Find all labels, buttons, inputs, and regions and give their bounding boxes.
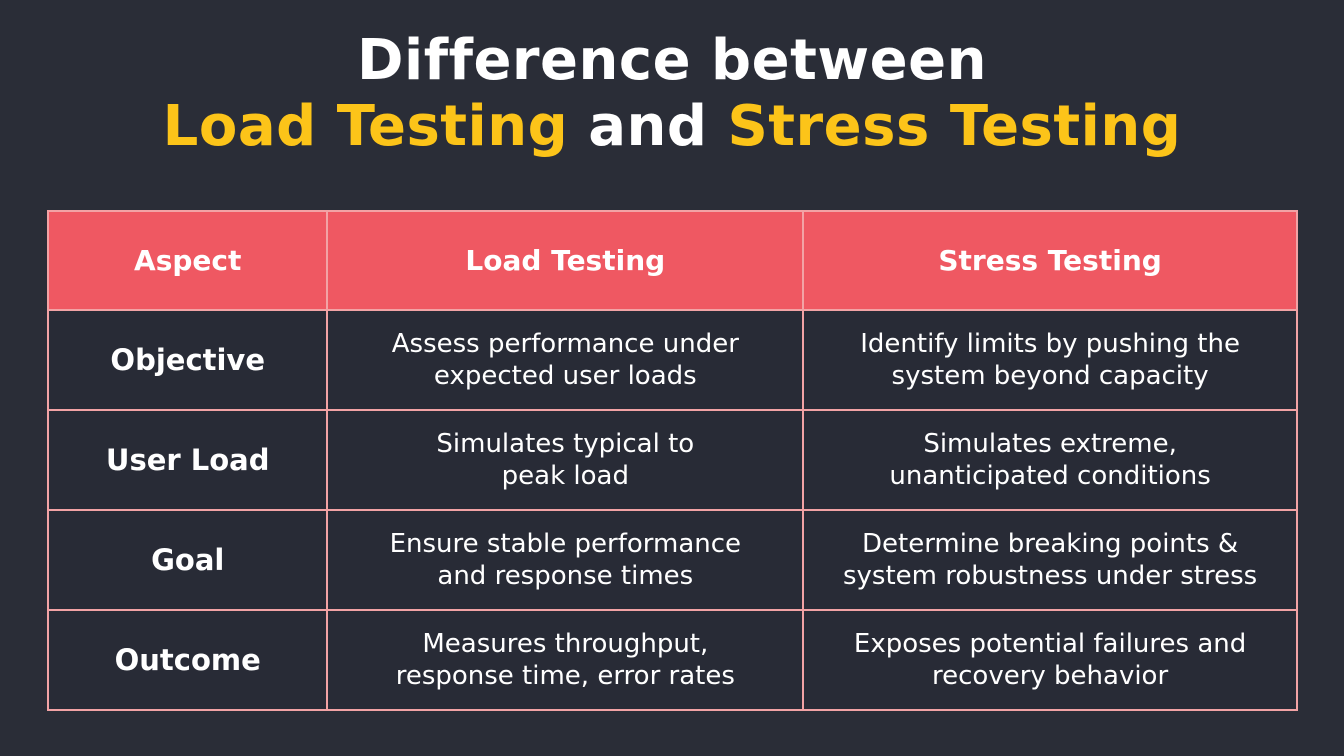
header-aspect: Aspect: [46, 210, 329, 311]
table-row: Objective Assess performance under expec…: [46, 309, 1298, 411]
title-load-testing: Load Testing: [162, 94, 569, 159]
header-stress-testing: Stress Testing: [802, 210, 1298, 311]
table-row: Goal Ensure stable performance and respo…: [46, 509, 1298, 611]
load-testing-cell: Measures throughput, response time, erro…: [326, 609, 805, 711]
stress-testing-cell: Exposes potential failures and recovery …: [802, 609, 1298, 711]
aspect-cell: User Load: [46, 409, 329, 511]
load-testing-cell: Assess performance under expected user l…: [326, 309, 805, 411]
table-header-row: Aspect Load Testing Stress Testing: [46, 210, 1298, 311]
title-and: and: [588, 94, 708, 159]
stress-testing-cell: Determine breaking points & system robus…: [802, 509, 1298, 611]
page-title: Difference between Load Testing and Stre…: [0, 28, 1344, 160]
table-row: User Load Simulates typical to peak load…: [46, 409, 1298, 511]
comparison-table: Aspect Load Testing Stress Testing Objec…: [46, 210, 1298, 711]
aspect-cell: Goal: [46, 509, 329, 611]
load-testing-cell: Ensure stable performance and response t…: [326, 509, 805, 611]
aspect-cell: Outcome: [46, 609, 329, 711]
stress-testing-cell: Identify limits by pushing the system be…: [802, 309, 1298, 411]
title-stress-testing: Stress Testing: [727, 94, 1182, 159]
header-load-testing: Load Testing: [326, 210, 805, 311]
title-line-2: Load Testing and Stress Testing: [0, 94, 1344, 160]
title-line-1: Difference between: [357, 28, 987, 93]
table-row: Outcome Measures throughput, response ti…: [46, 609, 1298, 711]
stress-testing-cell: Simulates extreme, unanticipated conditi…: [802, 409, 1298, 511]
aspect-cell: Objective: [46, 309, 329, 411]
load-testing-cell: Simulates typical to peak load: [326, 409, 805, 511]
